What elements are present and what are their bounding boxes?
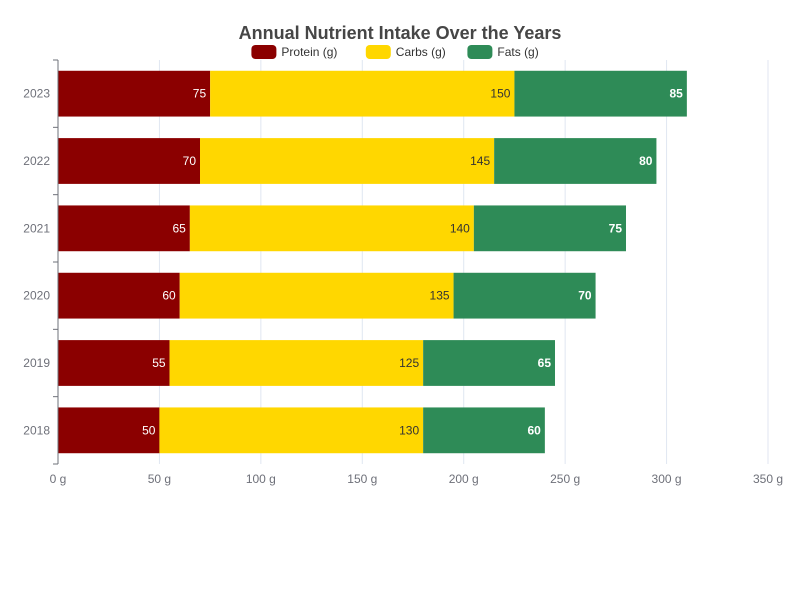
legend-swatch (365, 45, 391, 59)
x-tick-label: 300 g (652, 472, 682, 486)
data-label: 70 (578, 289, 592, 303)
data-label: 65 (538, 356, 552, 370)
legend-label: Carbs (g) (396, 45, 446, 59)
data-label: 65 (172, 221, 186, 235)
bar-segment[interactable] (58, 138, 200, 184)
data-label: 125 (399, 356, 419, 370)
y-tick-label: 2018 (23, 423, 50, 437)
data-label: 75 (609, 221, 623, 235)
bar-segment[interactable] (58, 205, 190, 252)
y-tick-label: 2022 (23, 154, 50, 168)
grid-lines (158, 60, 769, 464)
bar-segment[interactable] (58, 407, 160, 454)
data-label: 135 (430, 289, 450, 303)
data-label: 140 (450, 221, 470, 235)
bar-segment[interactable] (169, 340, 424, 386)
bar-segment[interactable] (494, 138, 657, 184)
x-tick-label: 100 g (246, 472, 276, 486)
x-tick-label: 0 g (50, 472, 67, 486)
bar-segment[interactable] (58, 70, 211, 117)
legend[interactable]: Protein (g) Carbs (g) Fats (g) (251, 45, 539, 59)
legend-swatch (467, 45, 493, 59)
bar-segment[interactable] (423, 407, 545, 454)
y-tick-label: 2021 (23, 221, 50, 235)
bar-segment[interactable] (179, 272, 454, 319)
bar-segment[interactable] (58, 272, 180, 319)
data-label: 85 (669, 87, 683, 101)
legend-item[interactable]: Carbs (g) (365, 45, 446, 59)
bar-segment[interactable] (200, 138, 495, 184)
data-label: 80 (639, 154, 653, 168)
axes: 0 g 50 g 100 g 150 g 200 g 250 g 300 g 350 g 201… (23, 59, 783, 486)
data-label: 130 (399, 423, 419, 437)
x-tick-label: 150 g (347, 472, 377, 486)
data-label: 60 (527, 423, 541, 437)
x-tick-label: 250 g (550, 472, 580, 486)
y-tick-label: 2019 (23, 356, 50, 370)
bar-segment[interactable] (423, 340, 555, 386)
data-label: 70 (183, 154, 197, 168)
data-label: 75 (193, 87, 207, 101)
chart-title: Annual Nutrient Intake Over the Years (239, 23, 562, 43)
bar-segment[interactable] (210, 70, 515, 117)
bar-segment[interactable] (514, 70, 687, 117)
data-label: 145 (470, 154, 490, 168)
legend-label: Protein (g) (281, 45, 337, 59)
legend-swatch (251, 45, 277, 59)
data-label: 50 (142, 423, 156, 437)
data-label: 55 (152, 356, 166, 370)
legend-item[interactable]: Fats (g) (467, 45, 539, 59)
data-label: 60 (162, 289, 176, 303)
bar-segment[interactable] (453, 272, 596, 319)
x-tick-label: 200 g (449, 472, 479, 486)
legend-label: Fats (g) (497, 45, 538, 59)
y-tick-label: 2020 (23, 289, 50, 303)
y-tick-label: 2023 (23, 87, 50, 101)
bars (58, 70, 687, 454)
bar-segment[interactable] (58, 340, 170, 386)
bar-segment[interactable] (189, 205, 474, 252)
x-tick-label: 50 g (148, 472, 171, 486)
x-tick-label: 350 g (753, 472, 783, 486)
bar-segment[interactable] (159, 407, 424, 454)
data-label: 150 (490, 87, 510, 101)
data-labels: 50 130 60 55 125 65 60 135 70 65 140 75 70 145 80 75 150… (142, 87, 683, 438)
bar-segment[interactable] (473, 205, 626, 252)
legend-item[interactable]: Protein (g) (251, 45, 337, 59)
